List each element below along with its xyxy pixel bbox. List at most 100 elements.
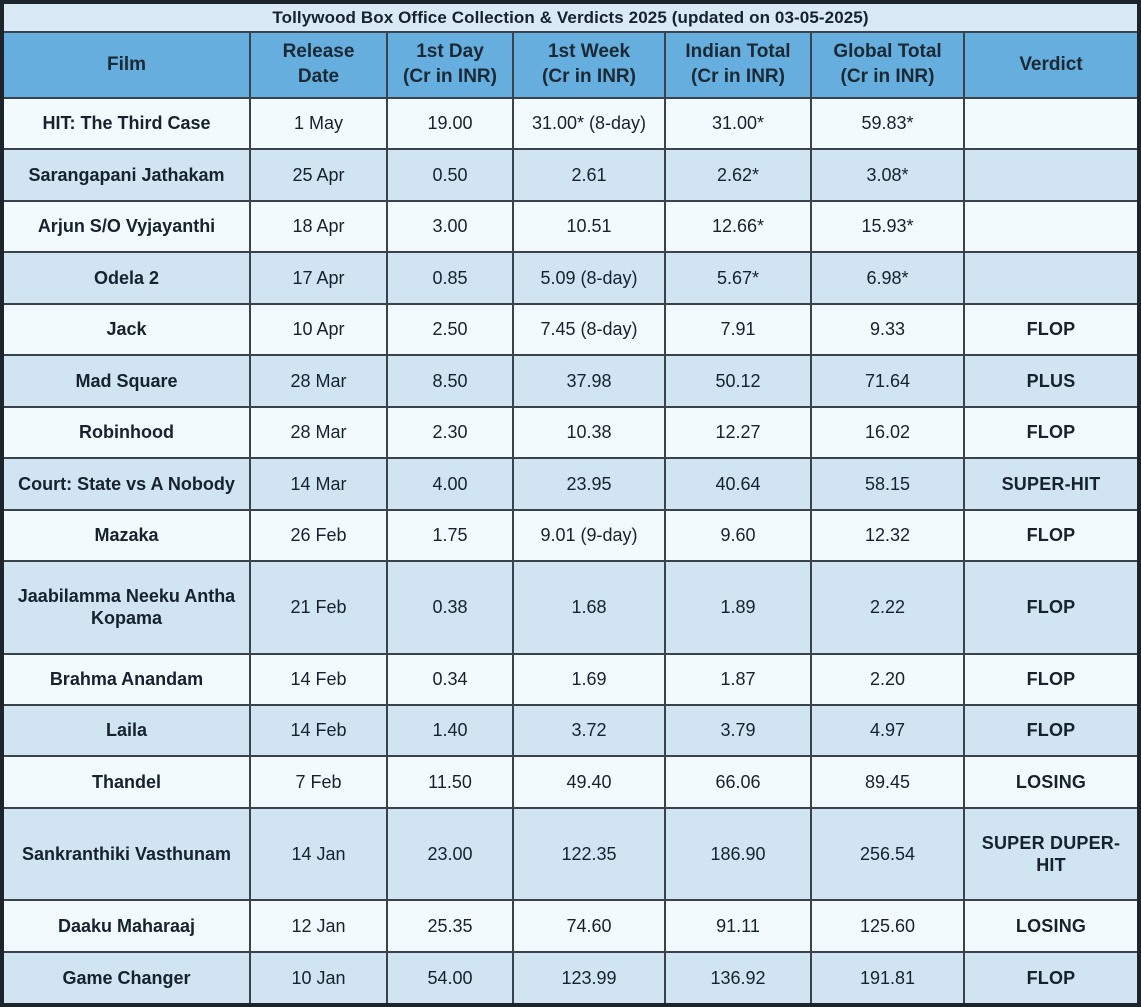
- film-cell: Mad Square: [1, 354, 251, 408]
- table-row: HIT: The Third Case 1 May 19.00 31.00* (…: [1, 96, 1140, 151]
- first-day-cell: 1.40: [386, 703, 514, 758]
- indian-total-cell: 1.89: [664, 560, 812, 655]
- indian-total-cell: 7.91: [664, 302, 812, 357]
- title-bar: Tollywood Box Office Collection & Verdic…: [1, 1, 1140, 33]
- verdict-cell: FLOP: [963, 560, 1140, 655]
- film-cell: Thandel: [1, 755, 251, 809]
- film-cell: Sankranthiki Vasthunam: [1, 806, 251, 902]
- first-day-cell: 23.00: [386, 806, 514, 902]
- indian-total-cell: 1.87: [664, 652, 812, 706]
- column-header-verdict: Verdict: [963, 31, 1140, 99]
- release-date-cell: 14 Feb: [249, 703, 388, 758]
- global-total-cell: 125.60: [810, 899, 965, 953]
- first-day-cell: 19.00: [386, 96, 514, 151]
- global-total-cell: 58.15: [810, 457, 965, 511]
- first-week-cell: 3.72: [512, 703, 666, 758]
- verdict-cell: LOSING: [963, 755, 1140, 809]
- first-day-cell: 0.34: [386, 652, 514, 706]
- first-week-cell: 122.35: [512, 806, 666, 902]
- film-cell: Jack: [1, 302, 251, 357]
- indian-total-cell: 5.67*: [664, 251, 812, 305]
- indian-total-cell: 12.27: [664, 405, 812, 460]
- first-week-cell: 5.09 (8-day): [512, 251, 666, 305]
- indian-total-cell: 12.66*: [664, 199, 812, 254]
- first-day-cell: 0.38: [386, 560, 514, 655]
- release-date-cell: 14 Feb: [249, 652, 388, 706]
- global-total-cell: 89.45: [810, 755, 965, 809]
- film-cell: Laila: [1, 703, 251, 758]
- first-day-cell: 3.00: [386, 199, 514, 254]
- column-header-first-day: 1st Day (Cr in INR): [386, 31, 514, 99]
- verdict-cell: FLOP: [963, 405, 1140, 460]
- indian-total-cell: 2.62*: [664, 148, 812, 202]
- release-date-cell: 12 Jan: [249, 899, 388, 953]
- first-week-cell: 9.01 (9-day): [512, 508, 666, 563]
- global-total-cell: 4.97: [810, 703, 965, 758]
- first-day-cell: 1.75: [386, 508, 514, 563]
- release-date-cell: 7 Feb: [249, 755, 388, 809]
- table-row: Court: State vs A Nobody 14 Mar 4.00 23.…: [1, 457, 1140, 511]
- release-date-cell: 21 Feb: [249, 560, 388, 655]
- verdict-cell: PLUS: [963, 354, 1140, 408]
- global-total-cell: 12.32: [810, 508, 965, 563]
- table-row: Sarangapani Jathakam 25 Apr 0.50 2.61 2.…: [1, 148, 1140, 202]
- first-day-cell: 2.30: [386, 405, 514, 460]
- first-week-cell: 10.38: [512, 405, 666, 460]
- indian-total-cell: 91.11: [664, 899, 812, 953]
- film-cell: HIT: The Third Case: [1, 96, 251, 151]
- first-day-cell: 11.50: [386, 755, 514, 809]
- indian-total-cell: 9.60: [664, 508, 812, 563]
- indian-total-cell: 50.12: [664, 354, 812, 408]
- column-header-row: Film Release Date 1st Day (Cr in INR) 1st …: [1, 31, 1140, 99]
- first-day-cell: 8.50: [386, 354, 514, 408]
- first-week-cell: 1.69: [512, 652, 666, 706]
- first-week-cell: 37.98: [512, 354, 666, 408]
- release-date-cell: 26 Feb: [249, 508, 388, 563]
- film-cell: Court: State vs A Nobody: [1, 457, 251, 511]
- first-week-cell: 10.51: [512, 199, 666, 254]
- verdict-cell: SUPER DUPER-HIT: [963, 806, 1140, 902]
- release-date-cell: 18 Apr: [249, 199, 388, 254]
- first-week-cell: 123.99: [512, 950, 666, 1007]
- global-total-cell: 2.22: [810, 560, 965, 655]
- table-row: Daaku Maharaaj 12 Jan 25.35 74.60 91.11 …: [1, 899, 1140, 953]
- first-week-cell: 31.00* (8-day): [512, 96, 666, 151]
- release-date-cell: 25 Apr: [249, 148, 388, 202]
- verdict-cell: FLOP: [963, 950, 1140, 1007]
- release-date-cell: 14 Jan: [249, 806, 388, 902]
- release-date-cell: 14 Mar: [249, 457, 388, 511]
- film-cell: Odela 2: [1, 251, 251, 305]
- film-cell: Game Changer: [1, 950, 251, 1007]
- table-row: Odela 2 17 Apr 0.85 5.09 (8-day) 5.67* 6…: [1, 251, 1140, 305]
- verdict-cell: LOSING: [963, 899, 1140, 953]
- film-cell: Daaku Maharaaj: [1, 899, 251, 953]
- table-row: Mad Square 28 Mar 8.50 37.98 50.12 71.64…: [1, 354, 1140, 408]
- indian-total-cell: 186.90: [664, 806, 812, 902]
- verdict-cell: [963, 199, 1140, 254]
- global-total-cell: 15.93*: [810, 199, 965, 254]
- first-week-cell: 23.95: [512, 457, 666, 511]
- first-week-cell: 49.40: [512, 755, 666, 809]
- table-row: Game Changer 10 Jan 54.00 123.99 136.92 …: [1, 950, 1140, 1007]
- first-week-cell: 2.61: [512, 148, 666, 202]
- column-header-film: Film: [1, 31, 251, 99]
- film-cell: Mazaka: [1, 508, 251, 563]
- table-row: Robinhood 28 Mar 2.30 10.38 12.27 16.02 …: [1, 405, 1140, 460]
- global-total-cell: 71.64: [810, 354, 965, 408]
- first-day-cell: 0.50: [386, 148, 514, 202]
- verdict-cell: FLOP: [963, 508, 1140, 563]
- column-header-indian-total: Indian Total (Cr in INR): [664, 31, 812, 99]
- table-row: Thandel 7 Feb 11.50 49.40 66.06 89.45 LO…: [1, 755, 1140, 809]
- global-total-cell: 9.33: [810, 302, 965, 357]
- film-cell: Robinhood: [1, 405, 251, 460]
- release-date-cell: 28 Mar: [249, 354, 388, 408]
- verdict-cell: [963, 96, 1140, 151]
- release-date-cell: 1 May: [249, 96, 388, 151]
- verdict-cell: SUPER-HIT: [963, 457, 1140, 511]
- indian-total-cell: 40.64: [664, 457, 812, 511]
- global-total-cell: 2.20: [810, 652, 965, 706]
- indian-total-cell: 66.06: [664, 755, 812, 809]
- column-header-release-date: Release Date: [249, 31, 388, 99]
